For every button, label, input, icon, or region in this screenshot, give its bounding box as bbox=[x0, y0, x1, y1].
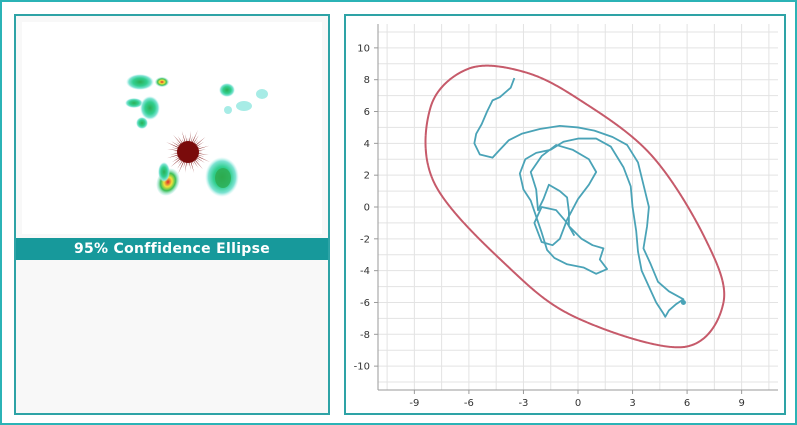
green-blob-icon bbox=[126, 74, 154, 90]
x-tick-label: 0 bbox=[575, 398, 581, 409]
chart-tick-labels: -10 -8 -6 -4 -2 0 2 4 6 8 10 -9 -6 -3 0 3 6 9 bbox=[354, 43, 745, 409]
track-end-point bbox=[680, 299, 686, 305]
chart-grid bbox=[378, 24, 778, 390]
y-tick-label: -8 bbox=[360, 330, 370, 341]
x-tick-label: -3 bbox=[518, 398, 528, 409]
sway-path bbox=[473, 77, 685, 318]
heatmap-svg bbox=[125, 74, 268, 197]
heatmap-canvas bbox=[22, 22, 322, 234]
hotspot-icon bbox=[155, 77, 169, 87]
x-tick-label: 6 bbox=[684, 398, 690, 409]
green-blob-icon bbox=[158, 162, 170, 182]
chart-axes bbox=[374, 24, 778, 394]
y-tick-label: 8 bbox=[364, 75, 370, 86]
teal-blob-icon bbox=[224, 106, 232, 114]
confidence-ellipse bbox=[424, 64, 726, 349]
x-tick-label: 3 bbox=[629, 398, 635, 409]
ellipse-curve bbox=[424, 64, 726, 349]
ellipse-chart: -10 -8 -6 -4 -2 0 2 4 6 8 10 -9 -6 -3 0 3 6 9 bbox=[354, 24, 778, 409]
x-tick-label: -9 bbox=[409, 398, 419, 409]
y-tick-label: -4 bbox=[360, 266, 370, 277]
green-blob-icon bbox=[219, 83, 235, 97]
teal-blob-icon bbox=[256, 89, 268, 99]
confidence-ellipse-caption: 95% Conffidence Ellipse bbox=[16, 238, 328, 260]
green-blob-core-icon bbox=[215, 168, 231, 188]
x-tick-label: -6 bbox=[464, 398, 474, 409]
red-burst-icon bbox=[166, 130, 210, 174]
y-tick-label: 10 bbox=[357, 43, 370, 54]
y-tick-label: 0 bbox=[364, 203, 370, 214]
teal-blob-icon bbox=[236, 101, 252, 111]
chart-panel: -10 -8 -6 -4 -2 0 2 4 6 8 10 -9 -6 -3 0 3 6 9 bbox=[344, 14, 786, 415]
y-tick-label: 6 bbox=[364, 107, 370, 118]
sway-track bbox=[473, 77, 686, 318]
y-tick-label: 2 bbox=[364, 171, 370, 182]
green-blob-icon bbox=[136, 117, 148, 129]
green-blob-icon bbox=[140, 96, 160, 120]
heatmap-panel: 95% Conffidence Ellipse bbox=[14, 14, 330, 415]
y-tick-label: -10 bbox=[354, 362, 370, 373]
y-tick-label: -2 bbox=[360, 234, 370, 245]
x-tick-label: 9 bbox=[738, 398, 744, 409]
green-blob-icon bbox=[125, 98, 143, 108]
y-tick-label: 4 bbox=[364, 139, 370, 150]
y-tick-label: -6 bbox=[360, 298, 370, 309]
